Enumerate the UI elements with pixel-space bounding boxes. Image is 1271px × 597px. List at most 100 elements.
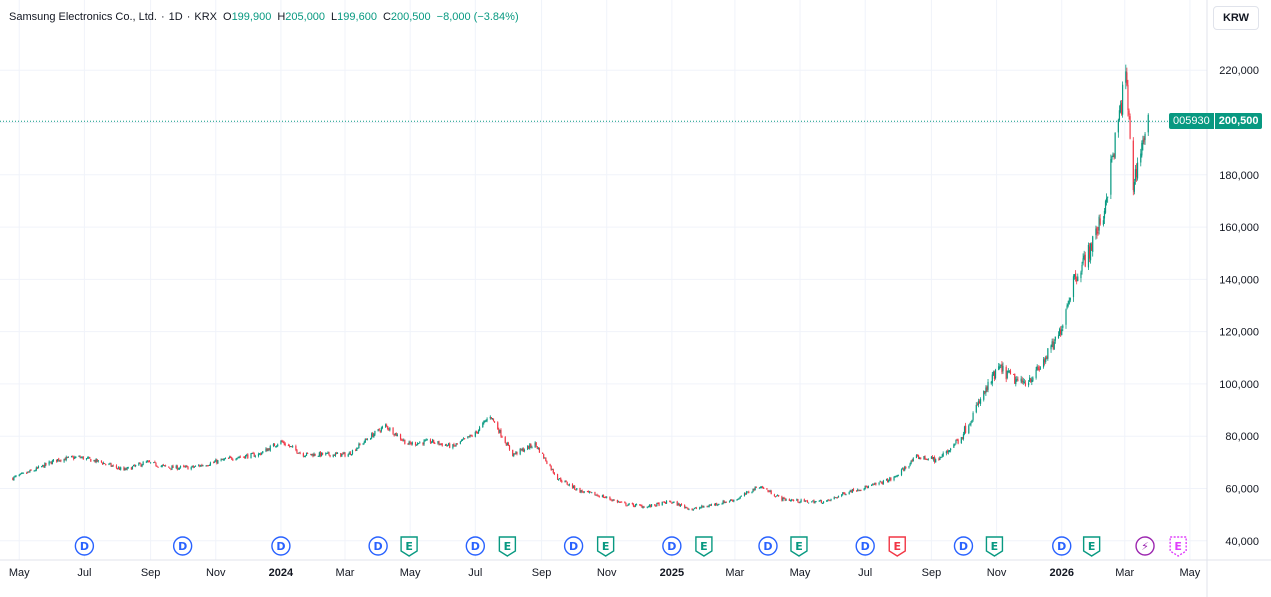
candle-body	[332, 454, 334, 457]
dividend-marker[interactable]: D	[271, 536, 291, 556]
candle-body	[1045, 357, 1047, 362]
candle-body	[778, 495, 780, 497]
candle-body	[45, 462, 47, 465]
earnings-marker[interactable]: E	[888, 536, 906, 557]
candle-body	[769, 490, 771, 492]
candle-body	[896, 475, 898, 477]
candle-body	[314, 453, 316, 456]
candle-body	[827, 499, 829, 501]
candle-body	[1032, 377, 1034, 381]
candle-body	[543, 454, 545, 459]
currency-button[interactable]: KRW	[1213, 6, 1259, 30]
candle-body	[26, 472, 28, 474]
candle-body	[37, 466, 40, 469]
legend-symbol[interactable]: Samsung Electronics Co., Ltd.	[9, 11, 157, 23]
earnings-marker[interactable]: E	[790, 536, 808, 557]
candle-body	[758, 487, 761, 489]
candle-body	[1065, 309, 1067, 325]
candle-body	[207, 465, 209, 467]
candle-body	[459, 441, 461, 444]
candle-body	[774, 496, 777, 498]
candle-body	[693, 508, 695, 510]
candle-body	[242, 456, 245, 458]
candle-body	[753, 488, 755, 491]
candle-body	[941, 456, 943, 458]
candle-body	[126, 467, 128, 470]
earnings-icon	[1082, 536, 1101, 557]
candle-body	[567, 484, 569, 486]
event-label: E	[795, 540, 803, 553]
candle-body	[565, 481, 567, 483]
candle-body	[471, 435, 473, 437]
candle-body	[284, 443, 286, 446]
candle-body	[93, 460, 95, 462]
earnings-marker[interactable]: E	[695, 536, 713, 557]
candle-body	[707, 506, 709, 508]
earnings-marker[interactable]: E	[1169, 536, 1187, 557]
dividend-marker[interactable]: D	[563, 536, 584, 556]
candle-body	[798, 502, 800, 504]
candle-body	[639, 504, 641, 506]
candle-body	[1084, 254, 1086, 267]
candle-body	[123, 467, 125, 471]
candle-body	[168, 466, 170, 468]
candle-body	[319, 451, 322, 457]
candle-body	[88, 457, 90, 459]
earnings-marker[interactable]: E	[596, 536, 615, 557]
candle-body	[170, 468, 172, 470]
earnings-marker[interactable]: E	[400, 536, 418, 557]
split-marker[interactable]: ⚡	[1135, 536, 1155, 556]
dividend-marker[interactable]: D	[368, 536, 388, 556]
candle-body	[1016, 378, 1018, 380]
candle-body	[213, 462, 215, 464]
earnings-marker[interactable]: E	[1082, 536, 1101, 557]
candle-body	[206, 465, 208, 467]
candle-body	[291, 446, 293, 448]
x-tick-label: Sep	[141, 567, 161, 579]
candle-body	[329, 454, 331, 457]
dividend-marker[interactable]: D	[1052, 536, 1072, 556]
event-label: D	[959, 540, 968, 553]
earnings-marker[interactable]: E	[985, 536, 1004, 557]
x-tick-label: 2024	[269, 567, 294, 579]
candle-body	[191, 465, 193, 467]
candle-body	[793, 500, 795, 502]
candle-body	[1075, 273, 1077, 279]
candle-body	[642, 506, 644, 508]
candle-body	[743, 493, 746, 496]
candle-body	[363, 441, 365, 444]
dividend-marker[interactable]: D	[953, 536, 974, 556]
dividend-marker[interactable]: D	[74, 536, 95, 556]
dividend-marker[interactable]: D	[662, 536, 682, 556]
candle-body	[628, 503, 630, 505]
candle-body	[280, 440, 282, 445]
candle-body	[528, 445, 530, 449]
candle-body	[1050, 345, 1052, 350]
candle-body	[387, 426, 389, 430]
candle-body	[605, 497, 607, 499]
legend-separator: ·	[186, 11, 191, 23]
candle-body	[490, 417, 492, 419]
candle-body	[931, 457, 934, 459]
candle-body	[643, 506, 645, 508]
candle-body	[932, 457, 935, 460]
candle-body	[1133, 181, 1135, 192]
candle-body	[274, 446, 277, 448]
candle-body	[849, 490, 851, 493]
dividend-marker[interactable]: D	[172, 536, 193, 556]
candle-body	[498, 428, 500, 433]
x-tick-label: Nov	[987, 567, 1007, 579]
candle-body	[499, 429, 501, 433]
earnings-marker[interactable]: E	[498, 536, 517, 557]
dividend-marker[interactable]: D	[855, 536, 875, 556]
candle-body	[845, 494, 847, 496]
dividend-marker[interactable]: D	[758, 536, 778, 556]
candle-body	[616, 499, 618, 503]
dividend-marker[interactable]: D	[465, 536, 486, 556]
candle-body	[978, 401, 981, 404]
candle-body	[223, 459, 225, 461]
candle-body	[305, 452, 308, 456]
legend-high-label: H	[277, 11, 286, 23]
